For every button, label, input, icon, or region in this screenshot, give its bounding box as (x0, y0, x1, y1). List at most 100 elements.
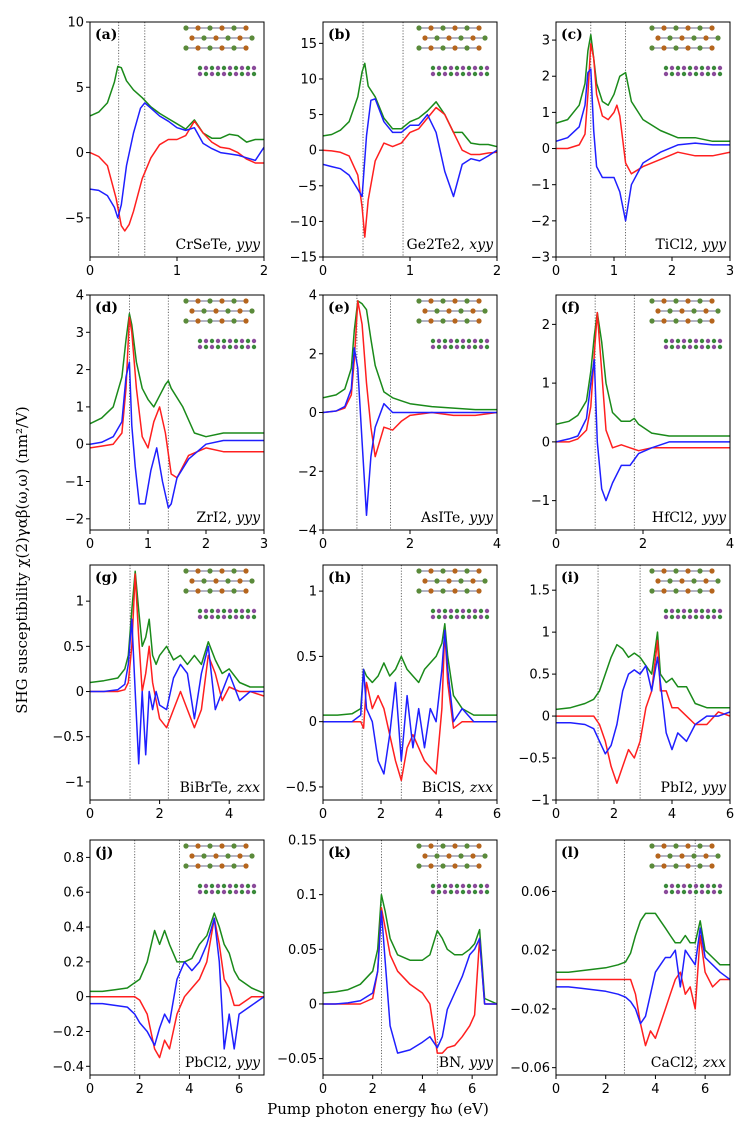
x-tick-label: 4 (225, 807, 233, 822)
material-name: ZrI2 (197, 510, 228, 526)
y-tick-label: −5 (65, 211, 84, 226)
y-tick-label: 2 (309, 347, 317, 362)
tensor-component: yyy (468, 1055, 494, 1071)
y-tick-label: 5 (76, 81, 84, 96)
x-tick-label: 2 (610, 807, 618, 822)
series-line-abs (323, 623, 497, 716)
y-tick-label: 0.4 (63, 921, 84, 936)
y-tick-label: −1 (65, 475, 84, 490)
series-group (90, 312, 264, 509)
x-tick-label: 2 (668, 264, 676, 279)
panel-tag: (i) (561, 570, 580, 586)
x-tick-label: 6 (701, 1082, 709, 1097)
label-separator: , (460, 510, 469, 526)
label-separator: , (694, 1055, 703, 1071)
y-tick-label: 0.2 (63, 955, 84, 970)
y-tick-label: 0.02 (521, 944, 550, 959)
plot-frame (322, 21, 498, 258)
y-tick-label: −5 (298, 179, 317, 194)
crystal-structure-inset (416, 298, 490, 350)
series-group (556, 33, 730, 222)
crystal-structure-inset (183, 568, 257, 620)
y-tick-label: −0.02 (510, 1002, 550, 1017)
panel-c: 0 1 2 3 −3 −2 −1 0 1 2 3 (c) TiCl2, yyy (531, 21, 734, 279)
y-tick-label: −10 (290, 215, 317, 230)
y-tick-label: 3 (76, 326, 84, 341)
panel-tag: (c) (561, 27, 583, 43)
y-tick-label: 0.6 (63, 886, 84, 901)
plot-frame (322, 839, 498, 1076)
x-tick-label: 0 (86, 264, 94, 279)
series-group (90, 912, 264, 1059)
tensor-component: zxx (702, 1055, 726, 1071)
panel-tag: (h) (328, 570, 351, 586)
plot-frame (555, 839, 731, 1076)
y-tick-label: −0.5 (285, 780, 317, 795)
y-tick-label: −3 (531, 251, 550, 266)
x-tick-label: 3 (260, 537, 268, 552)
material-name: Ge2Te2 (407, 237, 461, 253)
panel-g: 0 2 4 −1 −0.5 0 0.5 1 (g) BiBrTe, zxx (52, 564, 265, 822)
x-tick-label: 0 (552, 807, 560, 822)
material-label: Ge2Te2, xyy (407, 237, 495, 253)
material-label: PbCl2, yyy (185, 1055, 261, 1071)
panel-tag: (b) (328, 27, 351, 43)
x-tick-label: 2 (639, 537, 647, 552)
y-tick-label: 5 (309, 108, 317, 123)
x-tick-label: 4 (185, 1082, 193, 1097)
plot-frame (555, 564, 731, 801)
series-line-re (90, 917, 264, 1050)
tensor-component: zxx (469, 780, 493, 796)
label-separator: , (460, 1055, 469, 1071)
x-tick-label: 0 (319, 807, 327, 822)
panel-l: 0 2 4 6 −0.06 −0.02 0.02 0.06 (l) CaCl2, zxx (510, 839, 731, 1097)
plot-frame (555, 294, 731, 531)
x-tick-label: 1 (610, 264, 618, 279)
crystal-structure-inset (649, 843, 723, 895)
x-tick-label: 2 (260, 264, 268, 279)
y-tick-label: 2 (76, 363, 84, 378)
label-separator: , (227, 510, 236, 526)
plot-frame (555, 21, 731, 258)
series-line-im (90, 917, 264, 1059)
x-tick-label: 4 (668, 807, 676, 822)
y-tick-label: −2 (531, 214, 550, 229)
material-label: CrSeTe, yyy (176, 237, 262, 253)
y-tick-label: −0.4 (52, 1060, 84, 1075)
x-tick-label: 3 (726, 264, 734, 279)
y-tick-label: 4 (309, 289, 317, 304)
series-line-im (556, 934, 730, 1047)
material-name: TiCl2 (655, 237, 693, 253)
panel-tag: (d) (95, 300, 118, 316)
panel-a: 0 1 2 −5 0 5 10 (a) CrSeTe, yyy (65, 16, 268, 280)
y-tick-label: 0 (76, 685, 84, 700)
y-tick-label: −0.5 (52, 730, 84, 745)
tensor-component: yyy (701, 237, 727, 253)
panel-tag: (j) (95, 845, 113, 861)
plot-frame (322, 564, 498, 801)
plot-frame (89, 839, 265, 1076)
material-label: AsITe, yyy (420, 510, 494, 526)
x-tick-label: 1 (144, 537, 152, 552)
tensor-component: yyy (235, 237, 261, 253)
y-tick-label: 0.5 (63, 640, 84, 655)
series-line-im (90, 573, 264, 729)
material-label: HfCl2, yyy (652, 510, 727, 526)
label-separator: , (461, 780, 470, 796)
panel-tag: (a) (95, 27, 117, 43)
y-tick-label: 0.06 (521, 885, 550, 900)
y-tick-label: 3 (542, 34, 550, 49)
y-tick-label: 0 (76, 438, 84, 453)
x-tick-label: 0 (319, 537, 327, 552)
x-tick-label: 6 (235, 1082, 243, 1097)
panel-tag: (k) (328, 845, 351, 861)
series-line-re (556, 656, 730, 755)
material-name: BiClS (422, 780, 461, 796)
series-line-re (323, 629, 497, 775)
y-tick-label: 15 (300, 37, 317, 52)
series-line-im (556, 311, 730, 452)
crystal-structure-inset (183, 843, 257, 895)
y-tick-label: 0 (76, 146, 84, 161)
series-line-re (556, 927, 730, 1025)
